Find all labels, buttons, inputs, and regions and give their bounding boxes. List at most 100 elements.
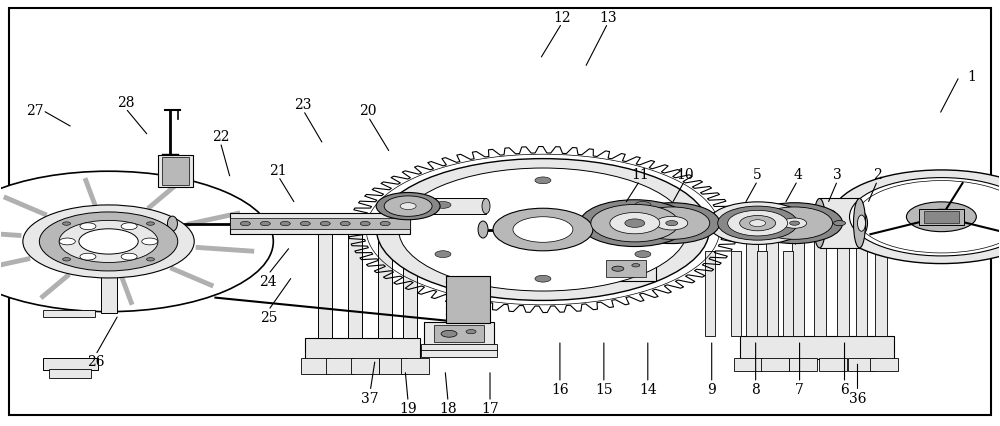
Bar	[378, 234, 392, 338]
Text: 27: 27	[26, 104, 43, 118]
Text: 7: 7	[795, 382, 804, 396]
Ellipse shape	[167, 216, 177, 231]
Circle shape	[634, 207, 710, 240]
Bar	[757, 251, 767, 336]
Ellipse shape	[856, 212, 867, 235]
Text: 23: 23	[295, 98, 312, 112]
Circle shape	[320, 222, 330, 226]
Text: 11: 11	[631, 168, 649, 182]
Bar	[875, 239, 887, 336]
Circle shape	[360, 222, 370, 226]
Bar	[596, 256, 656, 281]
Text: 14: 14	[639, 382, 657, 396]
Ellipse shape	[478, 222, 488, 239]
Bar	[326, 358, 354, 374]
Text: 37: 37	[361, 391, 379, 405]
Bar	[820, 199, 860, 248]
Text: 13: 13	[599, 11, 617, 25]
Circle shape	[59, 221, 158, 263]
Text: 18: 18	[439, 401, 457, 415]
Text: 19: 19	[399, 401, 417, 415]
Text: 16: 16	[551, 382, 569, 396]
Bar	[434, 325, 484, 343]
Circle shape	[63, 258, 71, 262]
Bar	[403, 234, 417, 338]
Bar	[731, 251, 741, 336]
Circle shape	[750, 220, 766, 227]
Bar	[379, 358, 407, 374]
Circle shape	[340, 222, 350, 226]
Circle shape	[850, 178, 1000, 256]
Bar	[43, 311, 95, 317]
Circle shape	[591, 205, 679, 242]
Circle shape	[580, 200, 690, 247]
Bar	[837, 239, 849, 336]
Text: 28: 28	[117, 95, 134, 109]
Bar	[49, 369, 91, 379]
Circle shape	[146, 222, 154, 226]
Circle shape	[790, 222, 800, 226]
Circle shape	[624, 203, 720, 244]
Circle shape	[923, 210, 959, 225]
Circle shape	[121, 253, 137, 260]
Circle shape	[747, 203, 843, 244]
Text: 17: 17	[481, 401, 499, 415]
Text: 8: 8	[751, 382, 760, 396]
Text: 6: 6	[840, 382, 849, 396]
Circle shape	[380, 222, 390, 226]
Text: 2: 2	[873, 168, 882, 182]
Ellipse shape	[854, 199, 865, 248]
Circle shape	[783, 219, 807, 229]
Bar	[351, 358, 379, 374]
Bar	[421, 344, 497, 350]
Circle shape	[535, 276, 551, 282]
Text: 5: 5	[753, 168, 762, 182]
Ellipse shape	[827, 211, 837, 224]
Bar	[406, 199, 486, 214]
Circle shape	[435, 251, 451, 258]
Circle shape	[441, 331, 457, 337]
Circle shape	[535, 178, 551, 184]
Text: 22: 22	[212, 130, 229, 144]
Bar	[705, 251, 715, 336]
Circle shape	[79, 229, 138, 254]
Circle shape	[399, 169, 687, 291]
Circle shape	[400, 203, 416, 210]
Text: 24: 24	[260, 274, 277, 288]
Circle shape	[632, 264, 640, 268]
Circle shape	[80, 253, 96, 260]
Bar	[856, 239, 867, 336]
Text: 21: 21	[269, 164, 287, 178]
Circle shape	[300, 222, 310, 226]
Text: 4: 4	[793, 168, 802, 182]
Bar	[401, 358, 429, 374]
Circle shape	[121, 223, 137, 230]
Text: 10: 10	[676, 168, 694, 182]
Circle shape	[435, 202, 451, 209]
Circle shape	[832, 170, 1000, 264]
Circle shape	[625, 219, 645, 228]
Bar	[848, 358, 875, 371]
Circle shape	[857, 181, 1000, 253]
Circle shape	[513, 217, 573, 243]
Circle shape	[240, 222, 250, 226]
Bar	[230, 219, 410, 229]
Bar	[158, 155, 193, 187]
Bar	[919, 209, 964, 225]
Text: 20: 20	[359, 104, 377, 118]
Bar	[421, 349, 497, 357]
Circle shape	[23, 205, 194, 278]
Bar	[318, 234, 332, 338]
Bar	[792, 239, 804, 336]
Circle shape	[63, 222, 71, 226]
Circle shape	[260, 222, 270, 226]
Circle shape	[493, 209, 593, 251]
Circle shape	[466, 330, 476, 334]
Circle shape	[376, 193, 440, 220]
Circle shape	[280, 222, 290, 226]
Circle shape	[612, 267, 624, 272]
Circle shape	[666, 221, 678, 226]
Circle shape	[384, 196, 432, 217]
Bar	[606, 261, 646, 278]
Bar	[301, 358, 329, 374]
